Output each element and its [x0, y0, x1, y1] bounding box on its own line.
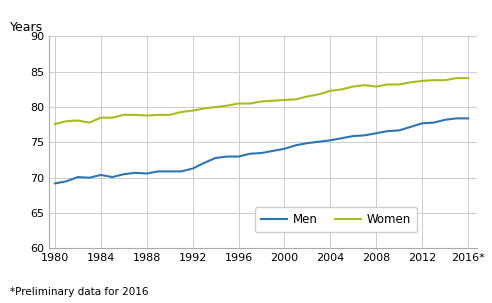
Men: [63, 179, 69, 183]
Women: [293, 98, 299, 101]
Women: [465, 76, 471, 80]
Men: [259, 151, 265, 155]
Men: [144, 172, 150, 175]
Men: [132, 171, 138, 175]
Women: [52, 122, 58, 126]
Women: [270, 99, 276, 102]
Men: [155, 170, 161, 173]
Women: [155, 113, 161, 117]
Women: [442, 78, 448, 82]
Women: [121, 113, 127, 117]
Men: [293, 143, 299, 147]
Line: Men: Men: [55, 118, 468, 183]
Men: [121, 172, 127, 176]
Men: [327, 138, 333, 142]
Men: [408, 125, 414, 129]
Women: [236, 102, 242, 105]
Women: [132, 113, 138, 117]
Men: [190, 167, 196, 170]
Women: [385, 83, 391, 86]
Line: Women: Women: [55, 78, 468, 124]
Women: [327, 89, 333, 93]
Men: [98, 173, 104, 177]
Men: [178, 170, 184, 173]
Men: [385, 129, 391, 133]
Women: [419, 79, 425, 83]
Men: [109, 175, 115, 179]
Women: [75, 119, 81, 122]
Men: [213, 156, 218, 160]
Men: [201, 161, 207, 165]
Women: [190, 109, 196, 112]
Women: [316, 92, 322, 96]
Women: [281, 98, 287, 102]
Men: [362, 134, 368, 137]
Women: [98, 116, 104, 119]
Men: [396, 128, 402, 132]
Men: [454, 117, 460, 120]
Men: [373, 132, 379, 135]
Men: [465, 117, 471, 120]
Men: [75, 175, 81, 179]
Men: [281, 147, 287, 151]
Men: [247, 152, 253, 155]
Legend: Men, Women: Men, Women: [255, 207, 417, 232]
Men: [167, 170, 173, 173]
Women: [87, 121, 92, 125]
Women: [224, 104, 230, 108]
Women: [144, 114, 150, 117]
Women: [362, 83, 368, 87]
Men: [270, 149, 276, 153]
Men: [305, 141, 310, 145]
Women: [178, 110, 184, 114]
Men: [224, 155, 230, 158]
Women: [454, 76, 460, 80]
Women: [63, 119, 69, 123]
Women: [396, 83, 402, 86]
Men: [442, 118, 448, 122]
Women: [339, 88, 345, 91]
Women: [259, 100, 265, 103]
Women: [373, 85, 379, 88]
Women: [350, 85, 356, 88]
Text: Years: Years: [10, 21, 43, 34]
Men: [87, 176, 92, 180]
Women: [109, 116, 115, 119]
Women: [430, 78, 436, 82]
Text: *Preliminary data for 2016: *Preliminary data for 2016: [10, 287, 149, 297]
Women: [213, 105, 218, 109]
Men: [430, 121, 436, 125]
Men: [339, 136, 345, 140]
Men: [316, 140, 322, 144]
Women: [305, 95, 310, 98]
Women: [167, 113, 173, 117]
Women: [201, 107, 207, 110]
Men: [350, 134, 356, 138]
Men: [419, 122, 425, 125]
Women: [247, 102, 253, 105]
Women: [408, 81, 414, 84]
Men: [236, 155, 242, 158]
Men: [52, 181, 58, 185]
